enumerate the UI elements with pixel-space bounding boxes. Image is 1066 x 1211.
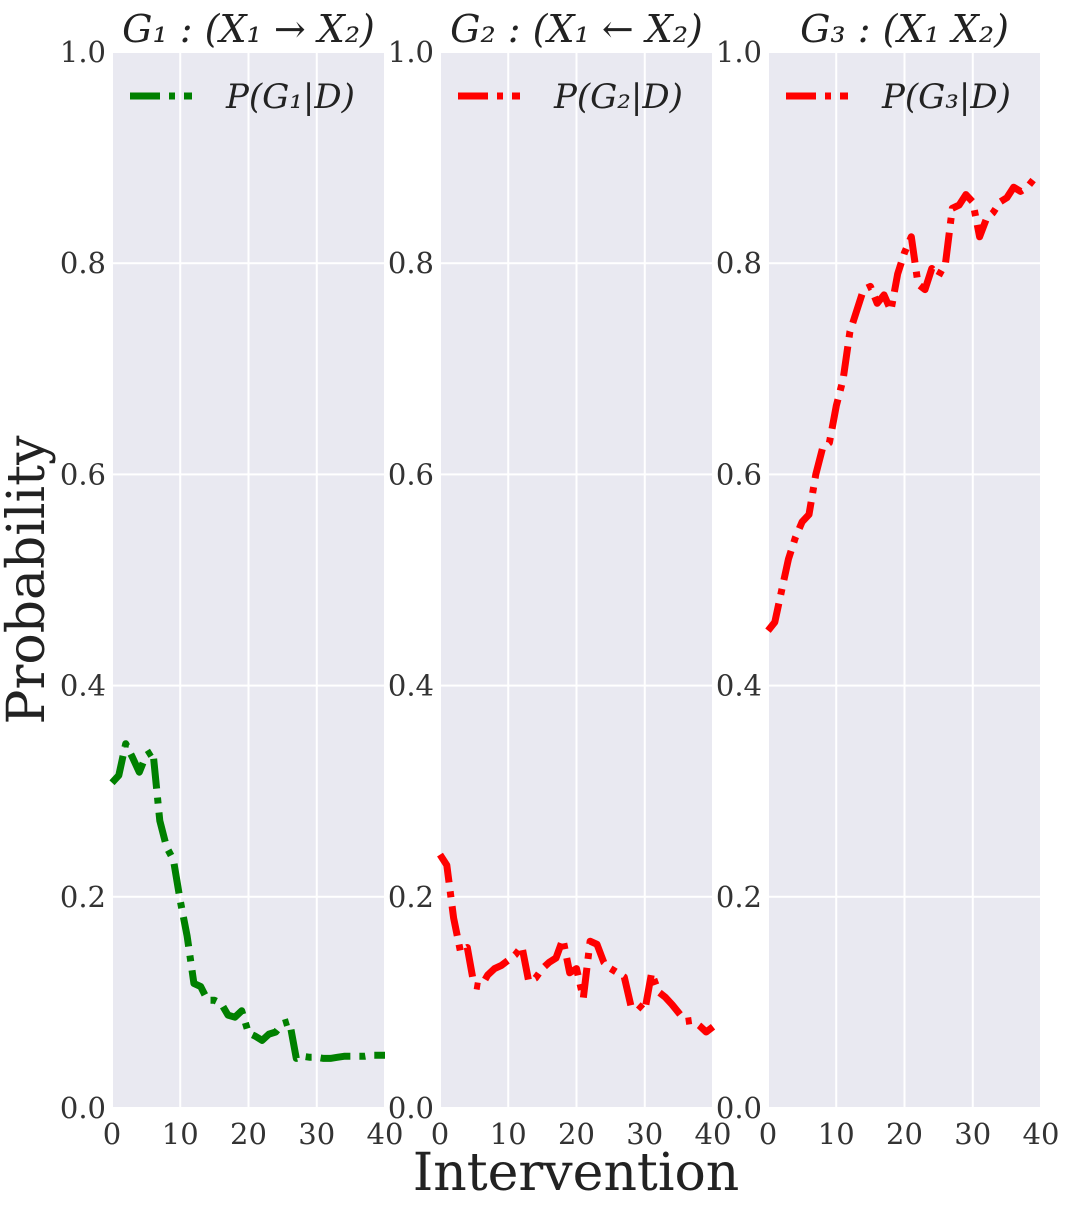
x-tick-label: 0 [431,1117,449,1151]
chart-panel-1: 0 10 20 30 40 0.0 0.2 0.4 0.6 0.8 1.0 G₁ : (X₁ → X₂… [60,7,404,1151]
x-tick-label: 10 [162,1117,199,1151]
x-tick-label: 20 [230,1117,267,1151]
y-tick-label: 0.0 [388,1091,434,1125]
x-tick-label: 40 [1023,1117,1060,1151]
x-tick-label: 30 [954,1117,991,1151]
y-tick-label: 0.2 [388,880,434,914]
y-tick-label: 0.6 [60,457,106,491]
x-tick-label: 30 [626,1117,663,1151]
y-tick-label: 0.0 [60,1091,106,1125]
y-tick-label: 0.8 [60,246,106,280]
y-tick-label: 0.8 [388,246,434,280]
series-line [437,852,716,1036]
x-tick-label: 20 [886,1117,923,1151]
x-tick-label: 40 [695,1117,732,1151]
x-tick-label: 30 [298,1117,335,1151]
y-axis-label: Probability [0,435,57,725]
x-tick-label: 0 [759,1117,777,1151]
series-line [109,740,385,1062]
y-tick-label: 1.0 [60,35,106,69]
y-tick-label: 0.2 [60,880,106,914]
x-tick-label: 40 [367,1117,404,1151]
y-tick-label: 0.4 [388,669,434,703]
y-tick-label: 0.6 [388,457,434,491]
x-tick-label: 0 [103,1117,121,1151]
legend-label: P(G₂|D) [553,77,683,117]
y-tick-label: 0.8 [716,246,762,280]
y-tick-label: 0.0 [716,1091,762,1125]
y-tick-label: 1.0 [716,35,762,69]
series-line [765,173,1043,633]
y-tick-label: 0.4 [60,669,106,703]
x-tick-label: 10 [818,1117,855,1151]
y-tick-label: 0.4 [716,669,762,703]
legend-label: P(G₁|D) [225,77,355,117]
legend-label: P(G₃|D) [881,77,1011,117]
y-tick-label: 0.6 [716,457,762,491]
y-tick-label: 1.0 [388,35,434,69]
panel-title: G₁ : (X₁ → X₂) [122,7,375,51]
x-tick-label: 10 [490,1117,527,1151]
x-axis-label: Intervention [413,1143,740,1203]
chart-panel-2: 0 10 20 30 40 0.0 0.2 0.4 0.6 0.8 1.0 G₂ : (X₁ ← X₂… [388,7,732,1151]
panel-title: G₂ : (X₁ ← X₂) [450,7,703,51]
panel-title: G₃ : (X₁ X₂) [800,7,1009,51]
x-tick-label: 20 [558,1117,595,1151]
chart-panel-3: 0 10 20 30 40 0.0 0.2 0.4 0.6 0.8 1.0 G₃ : (X₁ X₂) P… [716,7,1060,1151]
y-tick-label: 0.2 [716,880,762,914]
